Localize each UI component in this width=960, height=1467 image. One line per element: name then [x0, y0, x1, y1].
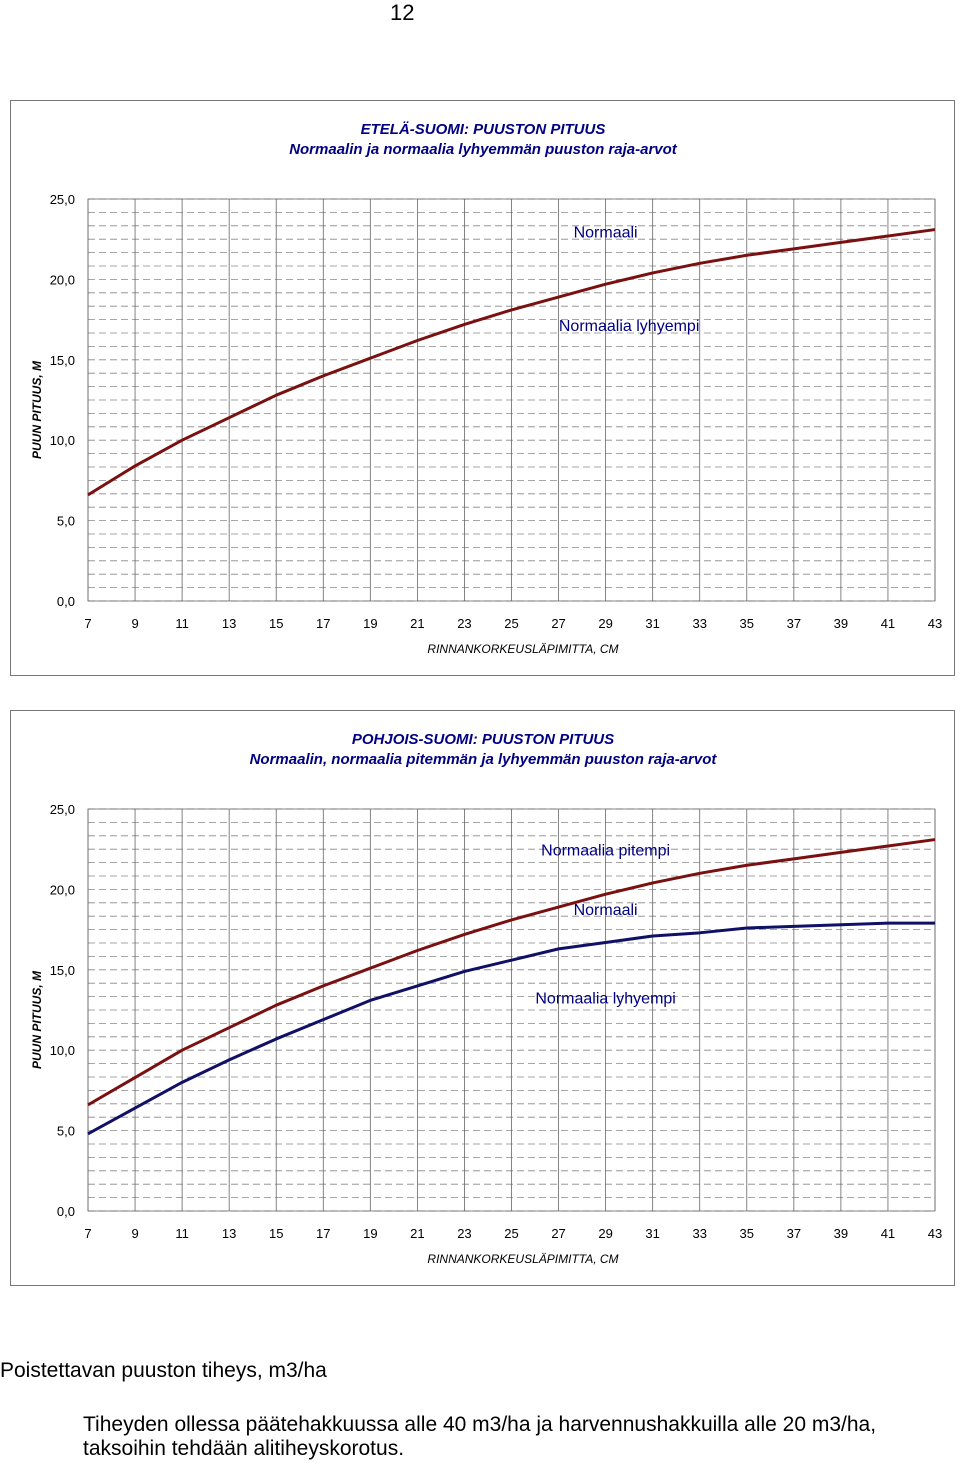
c2-y-tick-label: 25,0: [50, 802, 75, 817]
c1-x-tick-label: 23: [457, 616, 471, 631]
c1-x-tick-label: 39: [834, 616, 848, 631]
c2-x-tick-label: 15: [269, 1226, 283, 1241]
c1-chart-subtitle: Normaalin ja normaalia lyhyemmän puuston…: [289, 141, 678, 158]
c1-x-tick-label: 13: [222, 616, 236, 631]
c2-chart-subtitle: Normaalin, normaalia pitemmän ja lyhyemm…: [250, 751, 718, 768]
c2-x-tick-label: 13: [222, 1226, 236, 1241]
c2-x-tick-label: 39: [834, 1226, 848, 1241]
chart-pohjois-suomi-svg: POHJOIS-SUOMI: PUUSTON PITUUS Normaalin, …: [30, 731, 942, 1266]
c2-y-tick-label: 15,0: [50, 963, 75, 978]
c1-x-tick-label: 15: [269, 616, 283, 631]
c2-x-tick-label: 37: [787, 1226, 801, 1241]
c1-x-tick-label: 35: [740, 616, 754, 631]
c2-y-axis-label: PUUN PITUUS, M: [30, 970, 44, 1069]
c1-x-tick-label: 43: [928, 616, 942, 631]
c1-annotation: Normaali: [574, 225, 638, 242]
c2-plot-frame: [87, 808, 936, 1212]
c2-x-tick-label: 35: [740, 1226, 754, 1241]
c2-x-tick-label: 7: [84, 1226, 91, 1241]
c1-x-tick-label: 41: [881, 616, 895, 631]
c1-y-tick-label: 10,0: [50, 433, 75, 448]
c1-y-tick-label: 0,0: [57, 594, 75, 609]
c1-y-tick-label: 15,0: [50, 353, 75, 368]
c2-x-tick-label: 25: [504, 1226, 518, 1241]
c2-y-tick-label: 20,0: [50, 882, 75, 897]
c1-series-line-1: [87, 228, 936, 497]
c1-x-tick-label: 27: [551, 616, 565, 631]
c1-x-tick-label: 7: [84, 616, 91, 631]
c1-y-tick-label: 20,0: [50, 272, 75, 287]
c1-chart-title: ETELÄ-SUOMI: PUUSTON PITUUS: [361, 121, 606, 138]
c2-x-tick-label: 17: [316, 1226, 330, 1241]
c1-x-tick-label: 17: [316, 616, 330, 631]
c2-x-tick-label: 19: [363, 1226, 377, 1241]
c1-x-axis-label: RINNANKORKEUSLÄPIMITTA, CM: [427, 642, 618, 656]
c1-x-tick-label: 31: [645, 616, 659, 631]
c2-x-tick-label: 43: [928, 1226, 942, 1241]
c2-chart-title: POHJOIS-SUOMI: PUUSTON PITUUS: [352, 731, 614, 748]
c1-x-tick-label: 29: [598, 616, 612, 631]
c2-y-tick-label: 5,0: [57, 1124, 75, 1139]
c2-y-tick-label: 0,0: [57, 1204, 75, 1219]
chart-pohjois-suomi: POHJOIS-SUOMI: PUUSTON PITUUS Normaalin, …: [10, 710, 955, 1286]
c2-x-tick-label: 29: [598, 1226, 612, 1241]
c2-x-tick-label: 33: [692, 1226, 706, 1241]
c2-x-tick-label: 27: [551, 1226, 565, 1241]
c1-x-tick-label: 9: [131, 616, 138, 631]
c2-grid: [87, 808, 936, 1212]
c1-x-tick-label: 11: [175, 616, 189, 631]
c1-x-tick-label: 33: [692, 616, 706, 631]
c2-series-line-2: [87, 921, 935, 1136]
c2-annotation: Normaalia pitempi: [541, 843, 670, 860]
c2-x-tick-label: 23: [457, 1226, 471, 1241]
c2-x-tick-label: 21: [410, 1226, 424, 1241]
c2-x-tick-label: 31: [645, 1226, 659, 1241]
c2-x-axis-label: RINNANKORKEUSLÄPIMITTA, CM: [427, 1252, 618, 1266]
c2-annotation: Normaali: [574, 902, 638, 919]
c1-y-axis-label: PUUN PITUUS, M: [30, 360, 44, 459]
c1-plot-frame: [87, 198, 936, 602]
c1-annotation: Normaalia lyhyempi: [559, 318, 700, 335]
chart-etela-suomi: ETELÄ-SUOMI: PUUSTON PITUUS Normaalin ja …: [10, 100, 955, 676]
c1-y-tick-label: 25,0: [50, 192, 75, 207]
page-number: 12: [390, 0, 415, 25]
paragraph: Tiheyden ollessa päätehakkuussa alle 40 …: [83, 1413, 877, 1460]
c2-annotation: Normaalia lyhyempi: [535, 991, 676, 1008]
c1-x-tick-label: 19: [363, 616, 377, 631]
c2-x-tick-label: 41: [881, 1226, 895, 1241]
c1-grid: [87, 198, 936, 602]
c2-series-line-1: [87, 838, 936, 1107]
c2-y-tick-label: 10,0: [50, 1043, 75, 1058]
c1-y-tick-label: 5,0: [57, 514, 75, 529]
c1-x-tick-label: 21: [410, 616, 424, 631]
section-heading: Poistettavan puuston tiheys, m3/ha: [0, 1359, 327, 1382]
c1-x-tick-label: 37: [787, 616, 801, 631]
c1-x-tick-label: 25: [504, 616, 518, 631]
c2-x-tick-label: 11: [175, 1226, 189, 1241]
chart-etela-suomi-svg: ETELÄ-SUOMI: PUUSTON PITUUS Normaalin ja …: [30, 121, 942, 656]
c2-x-tick-label: 9: [131, 1226, 138, 1241]
